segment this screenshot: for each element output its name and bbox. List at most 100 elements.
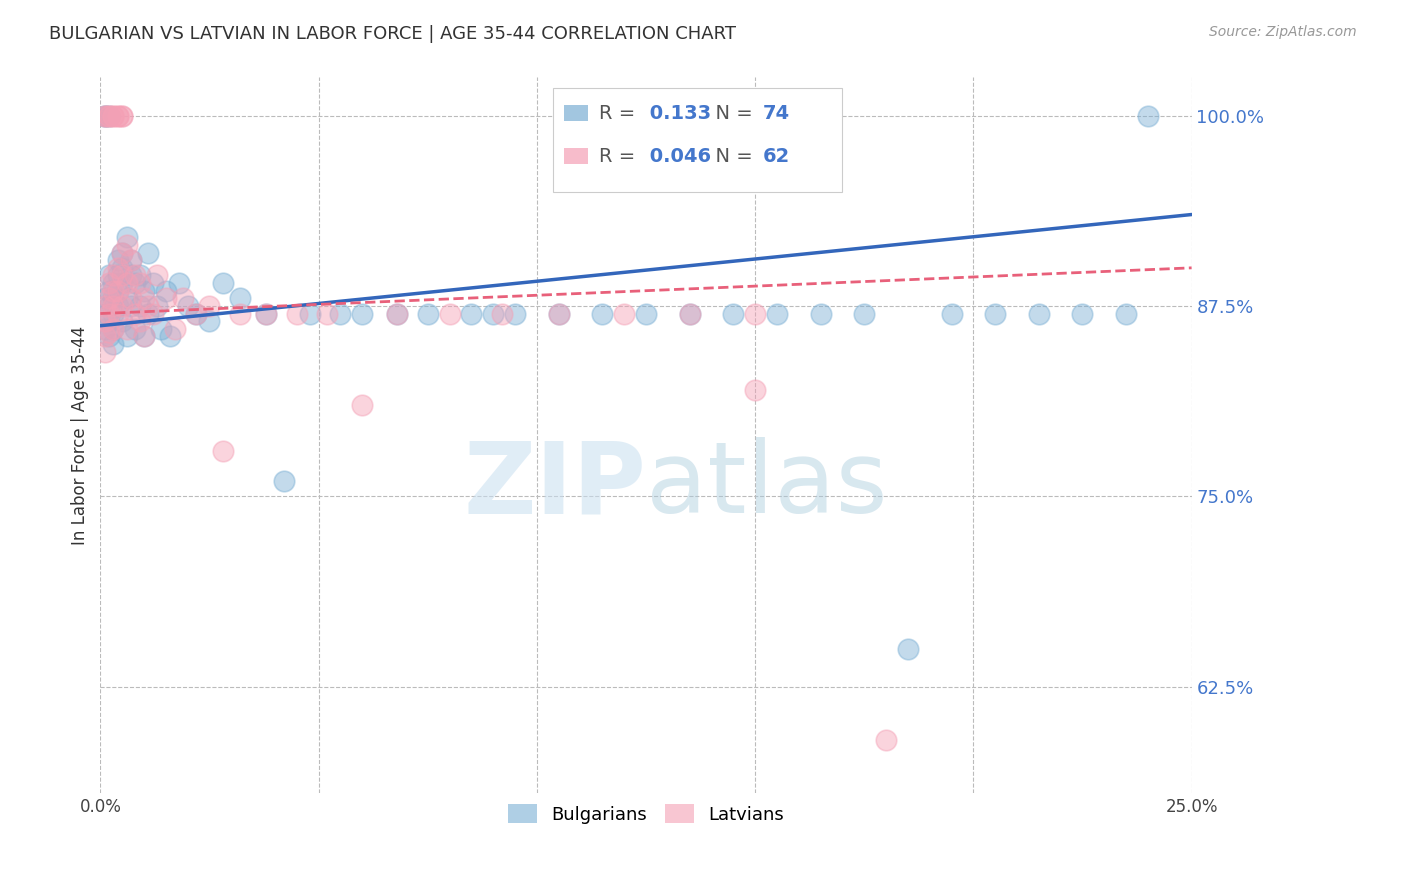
- Point: [107, 109, 129, 123]
- Point: [254, 306, 277, 320]
- Point: [103, 337, 125, 351]
- Text: atlas: atlas: [645, 437, 887, 534]
- Point: [897, 641, 920, 656]
- Legend: Bulgarians, Latvians: Bulgarians, Latvians: [498, 793, 794, 834]
- Point: [634, 306, 657, 320]
- Point: [111, 314, 134, 328]
- Point: [124, 322, 146, 336]
- Point: [875, 733, 897, 747]
- Point: [98, 109, 121, 123]
- Point: [98, 109, 121, 123]
- Point: [167, 276, 190, 290]
- Point: [107, 284, 129, 298]
- Point: [93, 299, 115, 313]
- Point: [98, 284, 121, 298]
- Point: [132, 291, 155, 305]
- Point: [124, 268, 146, 283]
- Point: [273, 474, 295, 488]
- Point: [723, 306, 745, 320]
- Text: N =: N =: [703, 146, 759, 166]
- Point: [103, 306, 125, 320]
- Point: [103, 268, 125, 283]
- Point: [93, 329, 115, 343]
- Point: [93, 109, 115, 123]
- Point: [103, 109, 125, 123]
- Point: [93, 344, 115, 359]
- Point: [186, 306, 208, 320]
- Text: R =: R =: [599, 103, 641, 123]
- Point: [766, 306, 789, 320]
- Point: [98, 325, 121, 339]
- Point: [120, 268, 142, 283]
- Point: [115, 276, 138, 290]
- Point: [316, 306, 339, 320]
- Point: [98, 299, 121, 313]
- Point: [128, 268, 150, 283]
- Point: [93, 291, 115, 305]
- Point: [107, 109, 129, 123]
- Point: [591, 306, 613, 320]
- Point: [1115, 306, 1137, 320]
- Point: [103, 276, 125, 290]
- Point: [115, 291, 138, 305]
- Point: [138, 245, 160, 260]
- Point: [198, 299, 221, 313]
- Point: [678, 306, 700, 320]
- Text: 62: 62: [762, 146, 790, 166]
- Point: [124, 306, 146, 320]
- Point: [229, 306, 252, 320]
- Point: [385, 306, 408, 320]
- Point: [111, 109, 134, 123]
- Point: [93, 314, 115, 328]
- Text: ZIP: ZIP: [463, 437, 645, 534]
- Point: [1071, 306, 1094, 320]
- Point: [186, 306, 208, 320]
- Point: [115, 322, 138, 336]
- Point: [142, 276, 165, 290]
- Point: [254, 306, 277, 320]
- Point: [128, 276, 150, 290]
- Point: [111, 245, 134, 260]
- Point: [138, 299, 160, 313]
- Point: [128, 314, 150, 328]
- Point: [93, 109, 115, 123]
- Point: [93, 306, 115, 320]
- Point: [93, 322, 115, 336]
- Point: [352, 398, 374, 412]
- Point: [482, 306, 505, 320]
- Point: [503, 306, 526, 320]
- Point: [132, 329, 155, 343]
- Point: [132, 284, 155, 298]
- Point: [107, 299, 129, 313]
- Point: [107, 260, 129, 275]
- Text: R =: R =: [599, 146, 641, 166]
- Point: [460, 306, 482, 320]
- Point: [107, 253, 129, 268]
- Point: [155, 284, 177, 298]
- Point: [172, 291, 194, 305]
- Point: [853, 306, 876, 320]
- Point: [111, 109, 134, 123]
- Point: [547, 306, 569, 320]
- Point: [146, 268, 169, 283]
- Point: [298, 306, 321, 320]
- Point: [115, 329, 138, 343]
- Point: [103, 291, 125, 305]
- FancyBboxPatch shape: [564, 148, 588, 164]
- Point: [547, 306, 569, 320]
- Point: [176, 299, 198, 313]
- Text: 74: 74: [762, 103, 790, 123]
- Text: Source: ZipAtlas.com: Source: ZipAtlas.com: [1209, 25, 1357, 39]
- Point: [941, 306, 963, 320]
- Point: [138, 306, 160, 320]
- Point: [229, 291, 252, 305]
- Point: [385, 306, 408, 320]
- Point: [120, 299, 142, 313]
- Point: [98, 109, 121, 123]
- Point: [98, 306, 121, 320]
- Point: [146, 299, 169, 313]
- Point: [103, 322, 125, 336]
- Point: [111, 245, 134, 260]
- Point: [416, 306, 439, 320]
- Point: [211, 276, 233, 290]
